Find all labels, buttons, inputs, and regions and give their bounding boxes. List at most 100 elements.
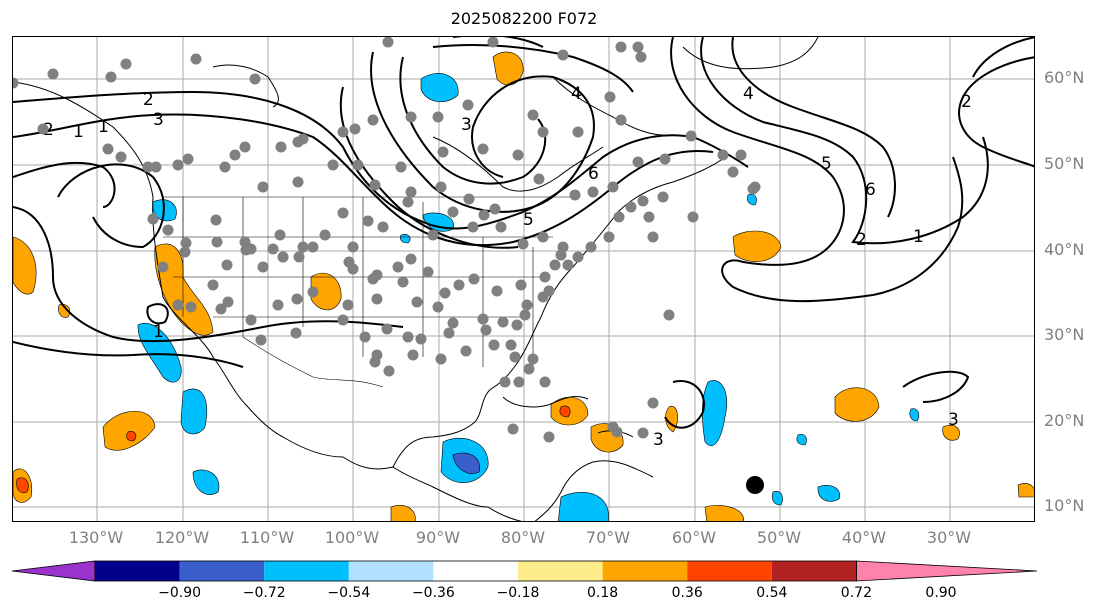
station-dot xyxy=(105,71,117,83)
station-dot xyxy=(327,159,339,171)
station-dot xyxy=(185,301,197,313)
station-dot xyxy=(369,356,381,368)
latitude-label: 50°N xyxy=(1044,154,1085,173)
colorbar-tick-label: 0.18 xyxy=(587,585,619,601)
station-dot xyxy=(150,161,162,173)
station-dot xyxy=(229,149,241,161)
station-dot xyxy=(517,238,529,250)
station-dot xyxy=(647,397,659,409)
station-dot xyxy=(383,365,395,377)
contour-label: 5 xyxy=(821,154,832,174)
station-dot xyxy=(587,186,599,198)
station-dot xyxy=(180,237,192,249)
station-dot xyxy=(190,53,202,65)
station-dot xyxy=(432,301,444,313)
contour-line xyxy=(57,163,165,249)
colorbar-extend-high xyxy=(856,560,1038,582)
station-dot xyxy=(637,195,649,207)
contour-label: 3 xyxy=(153,110,164,130)
station-dot xyxy=(657,191,669,203)
station-dot xyxy=(377,221,389,233)
colorbar xyxy=(11,560,1038,582)
station-dot xyxy=(477,143,489,155)
contour-line xyxy=(432,44,634,93)
colorbar-segment xyxy=(433,561,518,581)
station-dot xyxy=(422,266,434,278)
station-dot xyxy=(293,251,305,263)
coastline xyxy=(552,76,674,136)
station-dot xyxy=(102,143,114,155)
colorbar-tick-label: 0.72 xyxy=(840,585,872,601)
station-dot xyxy=(717,149,729,161)
anomaly-blob xyxy=(420,73,459,103)
station-dot xyxy=(488,339,500,351)
station-dot xyxy=(460,345,472,357)
contour-line xyxy=(731,37,896,218)
contour-line xyxy=(902,370,970,403)
anomaly-blob xyxy=(126,431,137,442)
station-dot xyxy=(659,153,671,165)
longitude-label: 90°W xyxy=(415,528,461,547)
anomaly-blob xyxy=(492,51,524,86)
longitude-label: 30°W xyxy=(926,528,972,547)
colorbar-segment xyxy=(771,561,857,581)
station-dot xyxy=(585,241,597,253)
station-dot xyxy=(437,146,449,158)
station-dot xyxy=(395,161,407,173)
latitude-label: 40°N xyxy=(1044,240,1085,259)
station-dot xyxy=(613,211,625,223)
station-dot xyxy=(210,214,222,226)
colorbar-tick-label: 0.36 xyxy=(671,585,703,601)
station-dot xyxy=(369,179,381,191)
anomaly-blob xyxy=(702,380,728,447)
colorbar-segment xyxy=(687,561,772,581)
anomaly-blob xyxy=(732,230,782,262)
anomaly-blob xyxy=(747,194,757,206)
contour-line xyxy=(13,206,404,343)
contour-label: 1 xyxy=(98,117,109,137)
station-dot xyxy=(352,159,364,171)
station-dot xyxy=(625,201,637,213)
station-dot xyxy=(342,299,354,311)
colorbar-segment xyxy=(348,561,434,581)
colorbar-segment xyxy=(179,561,265,581)
longitude-label: 40°W xyxy=(841,528,887,547)
station-dot xyxy=(347,241,359,253)
anomaly-shading xyxy=(13,51,1034,521)
station-dot xyxy=(427,229,439,241)
anomaly-blob xyxy=(942,425,960,441)
contour-label: 1 xyxy=(153,322,164,342)
coastline xyxy=(502,396,589,408)
station-dot xyxy=(462,99,474,111)
longitude-label: 130°W xyxy=(68,528,124,547)
anomaly-blob xyxy=(557,492,609,521)
station-dot xyxy=(611,426,623,438)
contour-line xyxy=(146,303,169,325)
longitude-label: 70°W xyxy=(585,528,631,547)
station-dot xyxy=(435,353,447,365)
station-dot xyxy=(478,209,490,221)
contour-label: 4 xyxy=(571,84,582,104)
longitude-label: 60°W xyxy=(671,528,717,547)
station-dot xyxy=(249,73,261,85)
anomaly-blob xyxy=(1017,483,1034,498)
station-dot xyxy=(643,211,655,223)
station-dot xyxy=(405,186,417,198)
coastline xyxy=(212,64,279,108)
station-dot xyxy=(245,314,257,326)
contour-label: 6 xyxy=(865,180,876,200)
colorbar-tick-label: −0.54 xyxy=(327,585,371,601)
station-dot xyxy=(463,193,475,205)
contour-label: 2 xyxy=(43,120,54,140)
latitude-label: 20°N xyxy=(1044,411,1085,430)
station-dot xyxy=(615,41,627,53)
colorbar-segment xyxy=(264,561,349,581)
station-dot xyxy=(397,276,409,288)
colorbar-segment xyxy=(95,561,180,581)
station-dot xyxy=(537,126,549,138)
station-dot xyxy=(292,176,304,188)
station-dot xyxy=(687,211,699,223)
contour-line xyxy=(399,56,547,185)
contour-line xyxy=(13,90,749,230)
anomaly-blob xyxy=(180,388,208,435)
